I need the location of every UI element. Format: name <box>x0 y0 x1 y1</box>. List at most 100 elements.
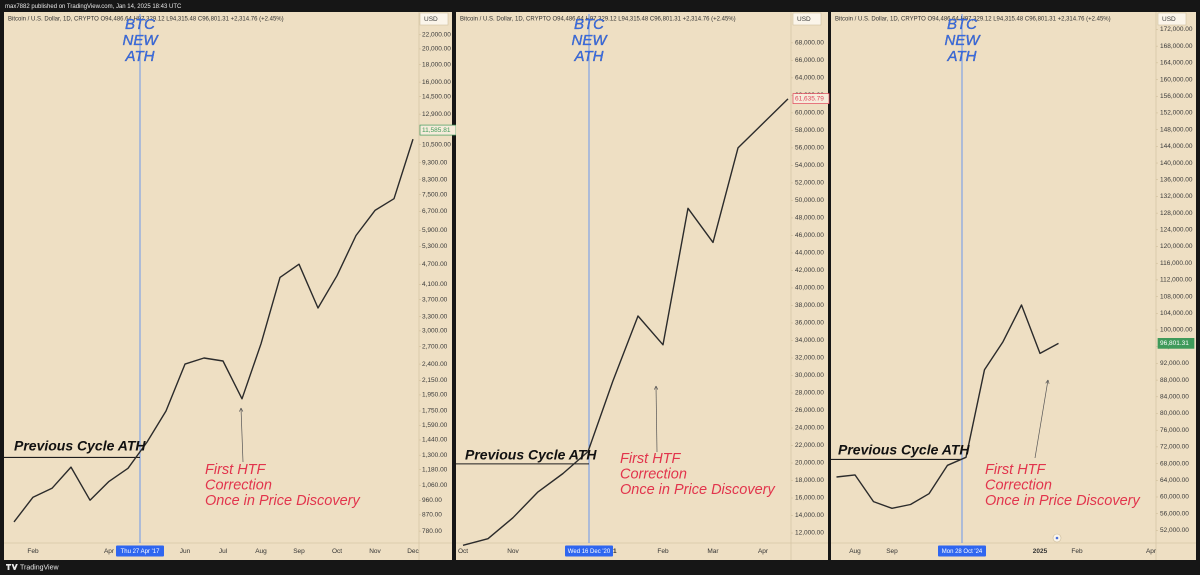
crosshair-date-label: Wed 16 Dec '20 <box>568 549 611 555</box>
y-tick-label: 1,060.00 <box>422 482 448 489</box>
y-tick-label: 64,000.00 <box>1160 477 1189 484</box>
y-tick-label: 14,500.00 <box>422 93 451 100</box>
y-tick-label: 168,000.00 <box>1160 43 1193 50</box>
symbol-legend: Bitcoin / U.S. Dollar, 1D, CRYPTO O94,48… <box>460 17 736 23</box>
y-tick-label: 12,900.00 <box>422 111 451 118</box>
y-tick-label: 3,700.00 <box>422 296 448 303</box>
x-tick-label: Nov <box>507 548 519 555</box>
y-tick-label: 34,000.00 <box>795 337 824 344</box>
y-tick-label: 28,000.00 <box>795 390 824 397</box>
currency-box <box>1157 12 1187 26</box>
y-tick-label: 52,000.00 <box>1160 527 1189 534</box>
symbol-legend: Bitcoin / U.S. Dollar, 1D, CRYPTO O94,48… <box>8 17 284 23</box>
previous-ath-annotation: Previous Cycle ATH <box>14 438 146 454</box>
y-tick-label: 2,700.00 <box>422 343 448 350</box>
y-tick-label: 36,000.00 <box>795 320 824 327</box>
x-tick-label: Aug <box>255 548 267 555</box>
x-tick-label: Nov <box>369 548 381 555</box>
currency-label: USD <box>424 16 438 23</box>
correction-annotation: First HTF <box>205 462 267 478</box>
last-price-label: 11,585.81 <box>422 127 451 134</box>
arrow-shaft <box>1034 379 1049 459</box>
y-tick-label: 148,000.00 <box>1160 126 1193 133</box>
last-price-box <box>1157 338 1195 349</box>
y-tick-label: 112,000.00 <box>1160 277 1192 284</box>
ath-annotation: BTC <box>125 16 155 33</box>
correction-annotation: Correction <box>620 466 687 482</box>
x-tick-label: Feb <box>657 548 669 555</box>
footer-logo <box>5 564 18 570</box>
y-tick-label: 164,000.00 <box>1160 60 1193 67</box>
y-tick-label: 1,440.00 <box>422 437 448 444</box>
x-tick-label: Jun <box>180 548 191 555</box>
y-tick-label: 56,000.00 <box>795 145 824 152</box>
y-tick-label: 124,000.00 <box>1160 227 1193 234</box>
x-tick-label: Mar <box>707 548 719 555</box>
y-tick-label: 20,000.00 <box>422 46 451 53</box>
correction-annotation: Correction <box>205 477 272 493</box>
correction-annotation: Once in Price Discovery <box>620 482 775 498</box>
correction-annotation: Once in Price Discovery <box>205 493 360 509</box>
y-tick-label: 8,300.00 <box>422 176 448 183</box>
chart-panel: Bitcoin / U.S. Dollar, 1D, CRYPTO O94,48… <box>831 12 1196 560</box>
y-tick-label: 16,000.00 <box>795 495 824 502</box>
x-tick-label: Aug <box>849 548 861 555</box>
x-tick-label: Oct <box>458 548 468 555</box>
y-tick-label: 24,000.00 <box>795 425 824 432</box>
y-tick-label: 1,180.00 <box>422 466 448 473</box>
y-tick-label: 88,000.00 <box>1160 377 1189 384</box>
y-tick-label: 1,590.00 <box>422 422 448 429</box>
y-tick-label: 780.00 <box>422 528 442 535</box>
panel-background <box>4 12 452 560</box>
price-line <box>462 98 789 546</box>
y-tick-label: 58,000.00 <box>795 127 824 134</box>
y-tick-label: 132,000.00 <box>1160 193 1193 200</box>
price-line <box>13 138 414 523</box>
x-tick-label: Apr <box>104 548 115 555</box>
y-tick-label: 64,000.00 <box>795 75 824 82</box>
x-tick-label: Feb <box>27 548 39 555</box>
x-tick-label: Sep <box>886 548 898 555</box>
y-tick-label: 50,000.00 <box>795 197 824 204</box>
ath-annotation: NEW <box>572 32 609 49</box>
previous-ath-annotation: Previous Cycle ATH <box>465 447 597 463</box>
y-tick-label: 12,000.00 <box>795 530 824 537</box>
y-tick-label: 56,000.00 <box>1160 510 1189 517</box>
last-price-label: 61,635.79 <box>795 95 824 102</box>
y-tick-label: 5,300.00 <box>422 243 448 250</box>
y-tick-label: 10,500.00 <box>422 141 451 148</box>
y-tick-label: 120,000.00 <box>1160 243 1193 250</box>
y-tick-label: 60,000.00 <box>795 110 824 117</box>
y-tick-label: 5,900.00 <box>422 227 448 234</box>
y-tick-label: 46,000.00 <box>795 232 824 239</box>
y-tick-label: 38,000.00 <box>795 302 824 309</box>
y-tick-label: 40,000.00 <box>795 285 824 292</box>
byline: max7882 published on TradingView.com, Ja… <box>5 4 182 10</box>
y-tick-label: 2,400.00 <box>422 361 448 368</box>
last-price-label: 96,801.31 <box>1160 340 1189 347</box>
y-tick-label: 22,000.00 <box>422 31 451 38</box>
y-tick-label: 3,000.00 <box>422 328 448 335</box>
x-tick-label: 21 <box>609 548 617 555</box>
y-tick-label: 44,000.00 <box>795 250 824 257</box>
arrow-shaft <box>655 385 658 453</box>
ath-annotation: ATH <box>947 48 977 65</box>
last-price-box <box>792 93 830 104</box>
crosshair-date-label: Mon 28 Oct '24 <box>942 549 983 555</box>
x-tick-label: 2025 <box>1033 548 1048 555</box>
correction-annotation: Correction <box>985 477 1052 493</box>
y-tick-label: 152,000.00 <box>1160 110 1193 117</box>
y-tick-label: 172,000.00 <box>1160 26 1193 33</box>
y-tick-label: 1,950.00 <box>422 392 448 399</box>
y-tick-label: 76,000.00 <box>1160 427 1189 434</box>
y-tick-label: 7,500.00 <box>422 191 448 198</box>
correction-annotation: First HTF <box>985 462 1047 478</box>
y-tick-label: 60,000.00 <box>1160 494 1189 501</box>
ath-annotation: NEW <box>123 32 160 49</box>
y-tick-label: 16,000.00 <box>422 79 451 86</box>
x-tick-label: Jul <box>219 548 228 555</box>
arrow-shaft <box>240 407 244 463</box>
crosshair-date-box <box>116 545 164 557</box>
y-tick-label: 3,300.00 <box>422 313 448 320</box>
